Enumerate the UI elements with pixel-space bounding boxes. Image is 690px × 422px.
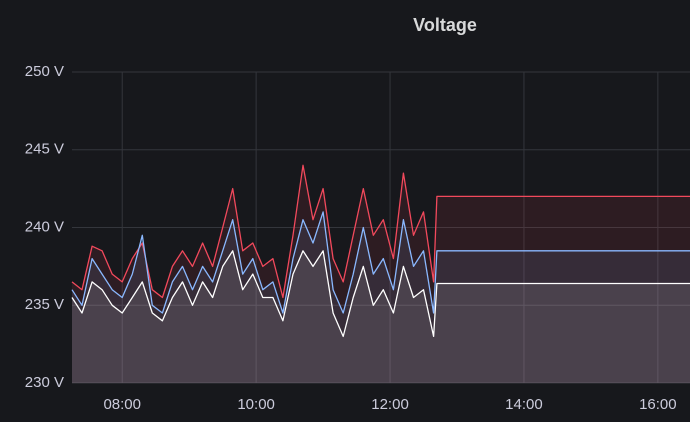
series-area xyxy=(72,165,690,383)
series-line xyxy=(71,250,690,338)
series-line xyxy=(71,164,690,299)
x-tick-label: 12:00 xyxy=(371,396,409,413)
series-line xyxy=(71,211,690,314)
x-tick-label: 10:00 xyxy=(237,396,275,413)
y-tick-label: 250 V xyxy=(25,63,64,80)
y-tick-label: 240 V xyxy=(25,218,64,235)
y-tick-label: 230 V xyxy=(25,374,64,391)
x-tick-label: 16:00 xyxy=(639,396,677,413)
y-tick-label: 235 V xyxy=(25,296,64,313)
series-area xyxy=(72,211,690,383)
x-tick-label: 14:00 xyxy=(505,396,543,413)
y-tick-label: 245 V xyxy=(25,141,64,158)
x-tick-label: 08:00 xyxy=(103,396,141,413)
panel-title: Voltage xyxy=(413,15,477,35)
